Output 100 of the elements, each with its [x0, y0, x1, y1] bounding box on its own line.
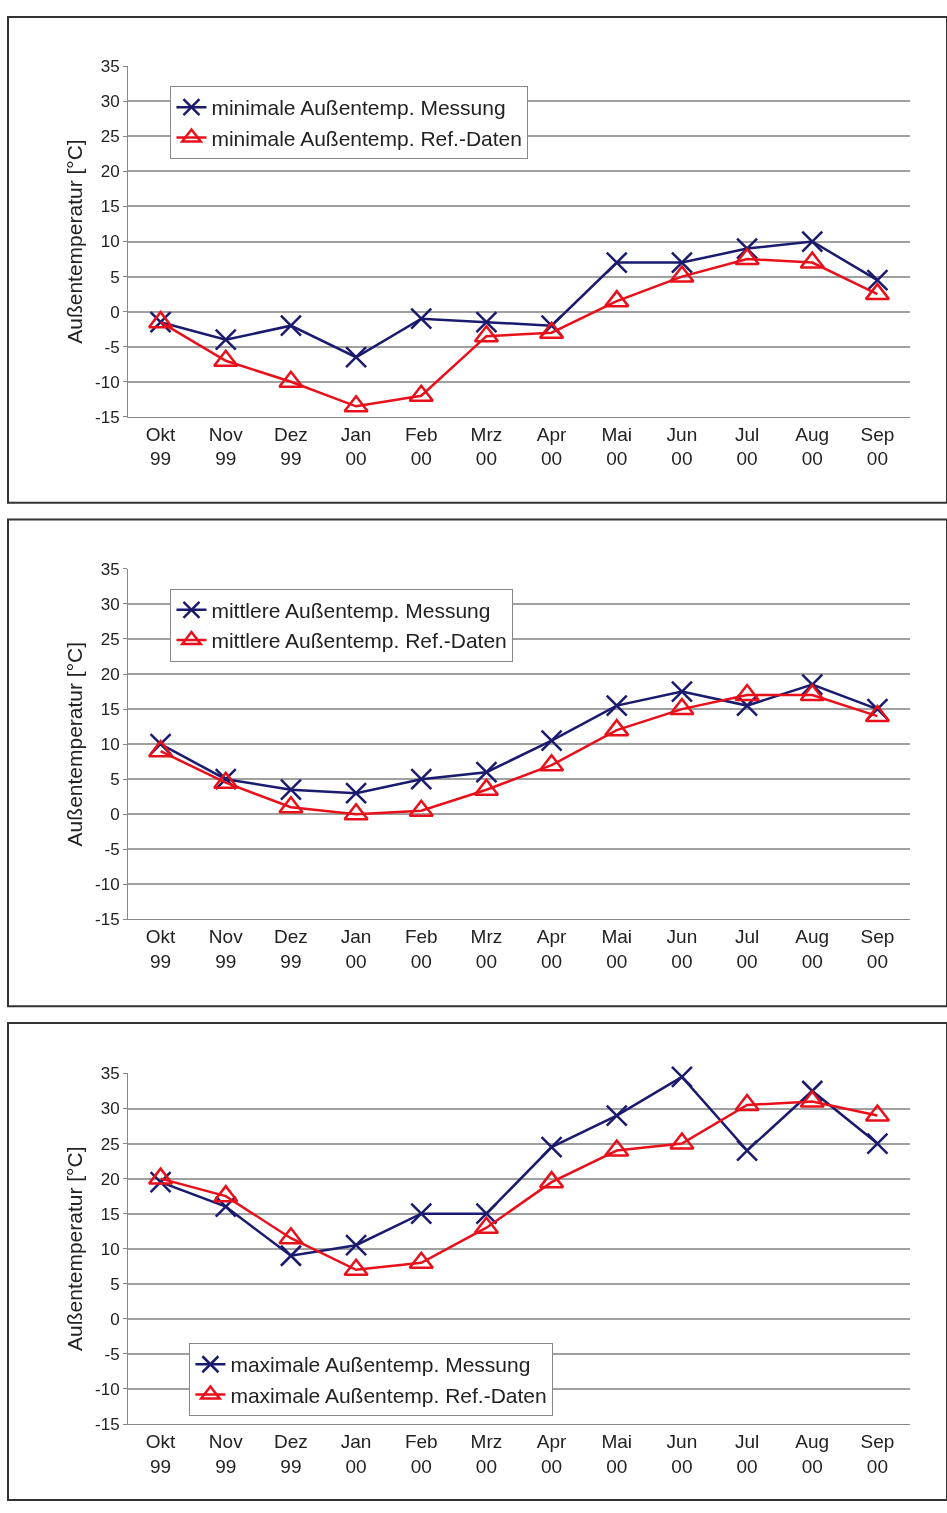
legend-label: minimale Außentemp. Ref.-Daten — [211, 126, 522, 150]
point — [540, 729, 563, 752]
x-tick-label: Jul 00 — [734, 423, 760, 470]
point — [864, 282, 891, 301]
y-tick-label: 20 — [100, 1169, 120, 1189]
y-tick-label: 35 — [100, 559, 120, 579]
y-tick-label: 35 — [100, 1064, 120, 1084]
point — [344, 1233, 368, 1257]
point — [670, 680, 694, 703]
y-tick-label: 0 — [110, 1309, 120, 1329]
y-tick-label: 25 — [100, 629, 120, 649]
y-tick-label: -5 — [104, 1344, 120, 1364]
point — [473, 324, 500, 343]
y-tick-label: 20 — [100, 162, 120, 182]
x-tick-label: Apr 00 — [536, 423, 568, 470]
y-tick-label: 30 — [100, 92, 120, 112]
point — [866, 268, 889, 292]
point — [408, 384, 435, 403]
legend-label: maximale Außentemp. Ref.-Daten — [230, 1383, 547, 1407]
point — [475, 760, 498, 784]
point — [475, 310, 498, 334]
x-tick-label: Mai 00 — [601, 1430, 633, 1477]
y-axis-title: Außentemperatur [°C] — [63, 641, 87, 847]
point — [475, 1202, 498, 1225]
x-tick-label: Okt 99 — [145, 423, 177, 470]
y-tick-label: 30 — [100, 594, 120, 614]
x-tick-label: Jun 00 — [666, 423, 698, 470]
legend-label: maximale Außentemp. Messung — [230, 1353, 531, 1377]
y-tick-label: 10 — [100, 232, 120, 252]
y-tick-label: -15 — [95, 407, 120, 427]
point — [670, 1065, 694, 1089]
point — [343, 1258, 369, 1277]
x-tick-label: Sep 00 — [860, 926, 895, 972]
point — [410, 307, 433, 330]
point — [214, 328, 237, 351]
x-tick-label: Feb 00 — [404, 423, 438, 470]
x-tick-label: Feb 00 — [404, 926, 438, 972]
x-tick-label: Okt 99 — [145, 1430, 177, 1477]
point — [540, 1135, 563, 1159]
point — [538, 1170, 565, 1189]
point — [734, 1093, 760, 1112]
y-tick-label: 20 — [100, 664, 120, 684]
point — [278, 370, 304, 389]
y-tick-label: 15 — [100, 1204, 120, 1224]
x-tick-label: Mai 00 — [601, 926, 633, 972]
x-tick-label: Mrz 00 — [470, 1430, 503, 1477]
x-tick-label: Jun 00 — [666, 1430, 698, 1477]
x-tick-label: Mrz 00 — [470, 423, 503, 470]
x-tick-label: Mrz 00 — [470, 926, 503, 972]
y-tick-label: -15 — [95, 910, 120, 930]
point — [605, 251, 628, 274]
y-tick-label: -10 — [95, 372, 120, 392]
y-tick-label: 5 — [110, 770, 120, 790]
x-tick-label: Jan 00 — [340, 926, 372, 972]
point — [801, 230, 824, 253]
point — [866, 1132, 889, 1155]
point — [212, 1184, 239, 1203]
x-tick-label: Apr 00 — [536, 1430, 568, 1477]
y-tick-label: 15 — [100, 197, 120, 217]
point — [605, 1104, 628, 1127]
x-tick-label: Nov 99 — [208, 926, 244, 972]
y-axis-title: Außentemperatur [°C] — [63, 1146, 87, 1351]
point — [147, 739, 174, 758]
x-tick-label: Sep 00 — [860, 1430, 895, 1477]
y-tick-label: -5 — [104, 337, 120, 357]
x-tick-label: Apr 00 — [536, 926, 568, 972]
y-tick-label: 5 — [110, 1274, 120, 1294]
x-tick-label: Dez 99 — [274, 423, 308, 470]
x-tick-label: Aug 00 — [795, 423, 830, 470]
x-tick-label: Nov 99 — [208, 423, 244, 470]
point — [735, 1139, 759, 1162]
y-tick-label: 0 — [110, 302, 120, 322]
x-tick-label: Aug 00 — [795, 926, 830, 972]
point — [279, 778, 303, 801]
x-tick-label: Feb 00 — [404, 1430, 438, 1477]
point — [279, 314, 303, 337]
x-tick-label: Mai 00 — [601, 423, 633, 470]
x-tick-label: Dez 99 — [274, 1430, 308, 1477]
x-tick-label: Jan 00 — [340, 1430, 372, 1477]
legend-label: mittlere Außentemp. Messung — [211, 598, 491, 622]
y-tick-label: 25 — [100, 1134, 120, 1154]
x-tick-label: Aug 00 — [795, 1430, 830, 1477]
x-tick-label: Okt 99 — [145, 926, 177, 972]
y-tick-label: -10 — [95, 1379, 120, 1399]
y-tick-label: 25 — [100, 127, 120, 147]
y-tick-label: 0 — [110, 805, 120, 825]
y-tick-label: -15 — [95, 1414, 120, 1434]
point — [147, 310, 174, 329]
x-tick-label: Nov 99 — [208, 1430, 244, 1477]
x-tick-label: Dez 99 — [274, 926, 308, 972]
point — [410, 1202, 433, 1225]
point — [278, 1226, 304, 1245]
point — [670, 251, 694, 274]
point — [605, 694, 628, 717]
x-tick-label: Jan 00 — [340, 423, 372, 470]
x-tick-label: Jul 00 — [734, 1430, 760, 1477]
point — [279, 1244, 303, 1267]
legend-label: minimale Außentemp. Messung — [211, 96, 506, 120]
point — [538, 753, 565, 772]
y-tick-label: 10 — [100, 735, 120, 755]
